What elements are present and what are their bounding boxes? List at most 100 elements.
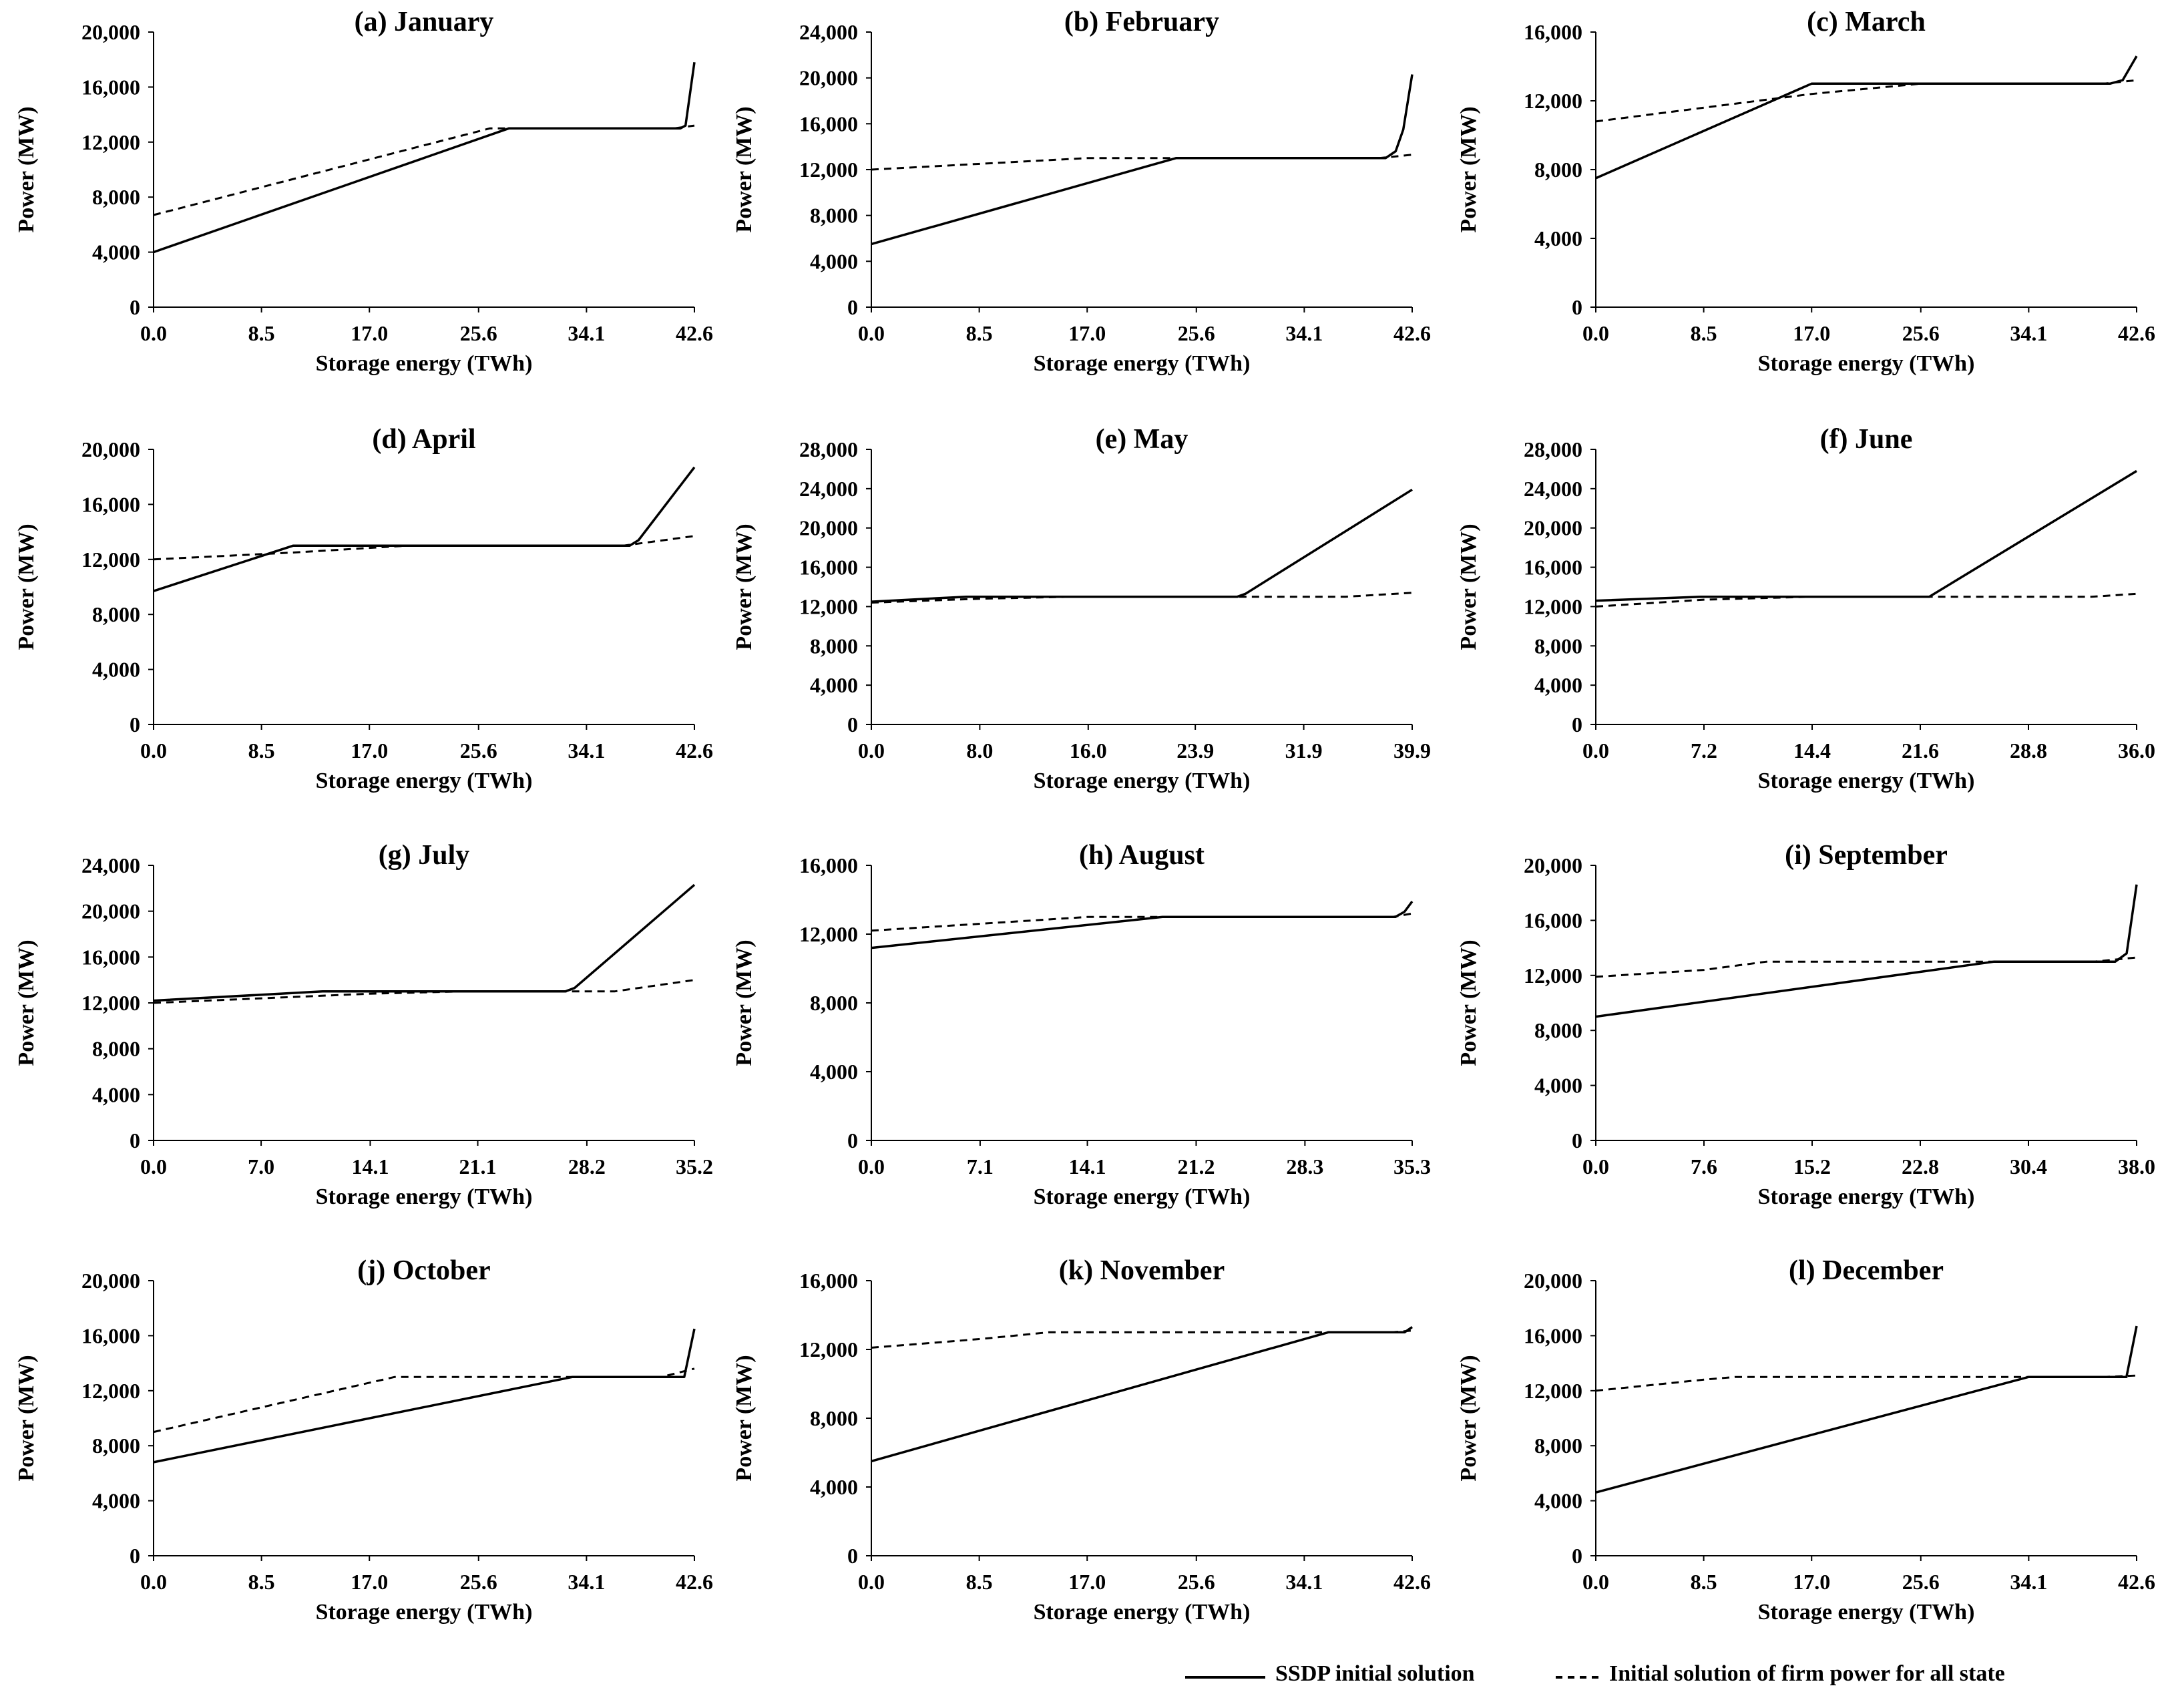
- chart-10-ytick-label-1: 4,000: [92, 1489, 140, 1513]
- chart-1-ytick-label-5: 20,000: [81, 20, 140, 44]
- chart-7-xtick-label-4: 28.2: [568, 1154, 606, 1179]
- chart-3-series-firm-power: [1595, 79, 2137, 123]
- chart-5-xtick-label-0: 0.0: [858, 738, 885, 763]
- chart-7-ytick-label-1: 4,000: [92, 1082, 140, 1106]
- chart-7-xtick-label-5: 35.2: [676, 1154, 713, 1179]
- chart-1-xtick-label-3: 25.6: [460, 321, 497, 345]
- chart-4-xtick-label-2: 17.0: [351, 738, 388, 763]
- chart-11-xtick-label-4: 34.1: [1285, 1570, 1323, 1594]
- chart-11-y-axis-title: Power (MW): [732, 1355, 756, 1481]
- chart-8-y-axis-title: Power (MW): [732, 939, 756, 1066]
- chart-9-ytick-label-5: 20,000: [1524, 853, 1582, 877]
- chart-12-x-axis-title: Storage energy (TWh): [1758, 1600, 1975, 1625]
- chart-5-xtick-label-1: 8.0: [966, 738, 993, 763]
- chart-7-xtick-label-0: 0.0: [140, 1154, 167, 1179]
- chart-6-series-ssdp: [1595, 469, 2137, 602]
- chart-3-ytick-label-2: 8,000: [1534, 158, 1582, 182]
- chart-6-xtick-label-3: 21.6: [1902, 738, 1939, 763]
- chart-7-ytick-label-5: 20,000: [81, 899, 140, 923]
- chart-6-ytick-label-0: 0: [1572, 712, 1582, 736]
- chart-5-xtick-label-4: 31.9: [1285, 738, 1323, 763]
- chart-3-xtick-label-0: 0.0: [1582, 321, 1609, 345]
- chart-8-xtick-label-0: 0.0: [858, 1154, 885, 1179]
- chart-10-ytick-label-0: 0: [130, 1544, 140, 1568]
- chart-4-xtick-label-1: 8.5: [248, 738, 275, 763]
- chart-11-xtick-label-2: 17.0: [1068, 1570, 1106, 1594]
- chart-2-ytick-label-4: 16,000: [799, 112, 858, 136]
- chart-4-ytick-label-2: 8,000: [92, 602, 140, 626]
- chart-5-ytick-label-4: 16,000: [799, 556, 858, 580]
- chart-2-xtick-label-2: 17.0: [1068, 321, 1106, 345]
- chart-7-xtick-label-3: 21.1: [459, 1154, 497, 1179]
- chart-9-series-ssdp: [1595, 884, 2138, 1018]
- chart-2-y-axis-title: Power (MW): [732, 106, 756, 232]
- chart-4-xtick-label-3: 25.6: [460, 738, 497, 763]
- chart-9-ytick-label-2: 8,000: [1534, 1018, 1582, 1042]
- chart-5-title: (e) May: [1096, 424, 1188, 455]
- chart-4-xtick-label-0: 0.0: [140, 738, 167, 763]
- chart-12-series-ssdp: [1595, 1325, 2138, 1494]
- chart-12-ytick-label-2: 8,000: [1534, 1434, 1582, 1458]
- chart-1-series-firm-power: [153, 124, 695, 216]
- chart-6-ytick-label-1: 4,000: [1534, 673, 1582, 697]
- chart-10-y-axis-title: Power (MW): [14, 1355, 39, 1481]
- chart-2-x-axis-title: Storage energy (TWh): [1034, 351, 1251, 376]
- chart-9-xtick-label-2: 15.2: [1793, 1154, 1831, 1179]
- chart-1-xtick-label-0: 0.0: [140, 321, 167, 345]
- chart-8-x-axis-title: Storage energy (TWh): [1034, 1185, 1251, 1209]
- chart-10-xtick-label-4: 34.1: [568, 1570, 605, 1594]
- chart-11-xtick-label-1: 8.5: [966, 1570, 993, 1594]
- chart-10-xtick-label-2: 17.0: [351, 1570, 388, 1594]
- chart-11-x-axis-title: Storage energy (TWh): [1034, 1600, 1251, 1625]
- chart-4-ytick-label-4: 16,000: [81, 492, 140, 516]
- chart-8-xtick-label-3: 21.2: [1177, 1154, 1215, 1179]
- chart-3-series-ssdp: [1595, 55, 2138, 180]
- chart-6-xtick-label-2: 14.4: [1793, 738, 1831, 763]
- chart-11-ytick-label-3: 12,000: [799, 1337, 858, 1361]
- chart-5-x-axis-title: Storage energy (TWh): [1034, 769, 1251, 793]
- chart-7-y-axis-title: Power (MW): [14, 939, 39, 1066]
- chart-10-xtick-label-0: 0.0: [140, 1570, 167, 1594]
- chart-2-xtick-label-1: 8.5: [966, 321, 993, 345]
- chart-8-series-firm-power: [871, 912, 1413, 932]
- chart-10-xtick-label-3: 25.6: [460, 1570, 497, 1594]
- chart-8-xtick-label-5: 35.3: [1393, 1154, 1431, 1179]
- chart-11-title: (k) November: [1059, 1255, 1225, 1286]
- chart-4-ytick-label-0: 0: [130, 712, 140, 736]
- chart-7-ytick-label-0: 0: [130, 1128, 140, 1152]
- chart-9-ytick-label-4: 16,000: [1524, 908, 1582, 932]
- chart-11-ytick-label-1: 4,000: [810, 1475, 858, 1499]
- chart-7-xtick-label-1: 7.0: [248, 1154, 274, 1179]
- chart-4-series-ssdp: [153, 466, 696, 592]
- chart-2-xtick-label-5: 42.6: [1393, 321, 1431, 345]
- chart-9-y-axis-title: Power (MW): [1456, 939, 1481, 1066]
- chart-5-ytick-label-1: 4,000: [810, 673, 858, 697]
- chart-6-title: (f) June: [1820, 424, 1913, 455]
- chart-2-xtick-label-0: 0.0: [858, 321, 885, 345]
- chart-1-ytick-label-2: 8,000: [92, 185, 140, 209]
- chart-11-series-firm-power: [871, 1329, 1413, 1349]
- chart-11-ytick-label-0: 0: [847, 1544, 858, 1568]
- chart-12-ytick-label-4: 16,000: [1524, 1323, 1582, 1347]
- chart-12-xtick-label-5: 42.6: [2118, 1570, 2155, 1594]
- chart-8-xtick-label-4: 28.3: [1286, 1154, 1323, 1179]
- chart-10-x-axis-title: Storage energy (TWh): [316, 1600, 533, 1625]
- chart-8-ytick-label-1: 4,000: [810, 1060, 858, 1084]
- chart-5-xtick-label-2: 16.0: [1070, 738, 1107, 763]
- chart-11-xtick-label-5: 42.6: [1393, 1570, 1431, 1594]
- chart-7-ytick-label-3: 12,000: [81, 991, 140, 1015]
- chart-11-xtick-label-0: 0.0: [858, 1570, 885, 1594]
- chart-5-ytick-label-2: 8,000: [810, 634, 858, 658]
- chart-12-ytick-label-3: 12,000: [1524, 1379, 1582, 1403]
- chart-2-ytick-label-5: 20,000: [799, 66, 858, 90]
- chart-1-xtick-label-1: 8.5: [248, 321, 275, 345]
- chart-4-series-firm-power: [153, 535, 695, 561]
- chart-9-title: (i) September: [1785, 840, 1948, 871]
- chart-6-x-axis-title: Storage energy (TWh): [1758, 769, 1975, 793]
- chart-11-ytick-label-4: 16,000: [799, 1269, 858, 1293]
- chart-7-ytick-label-2: 8,000: [92, 1037, 140, 1061]
- chart-2-ytick-label-3: 12,000: [799, 158, 858, 182]
- chart-5-series-ssdp: [871, 488, 1413, 603]
- chart-8-ytick-label-0: 0: [847, 1128, 858, 1152]
- chart-5-ytick-label-7: 28,000: [799, 437, 858, 461]
